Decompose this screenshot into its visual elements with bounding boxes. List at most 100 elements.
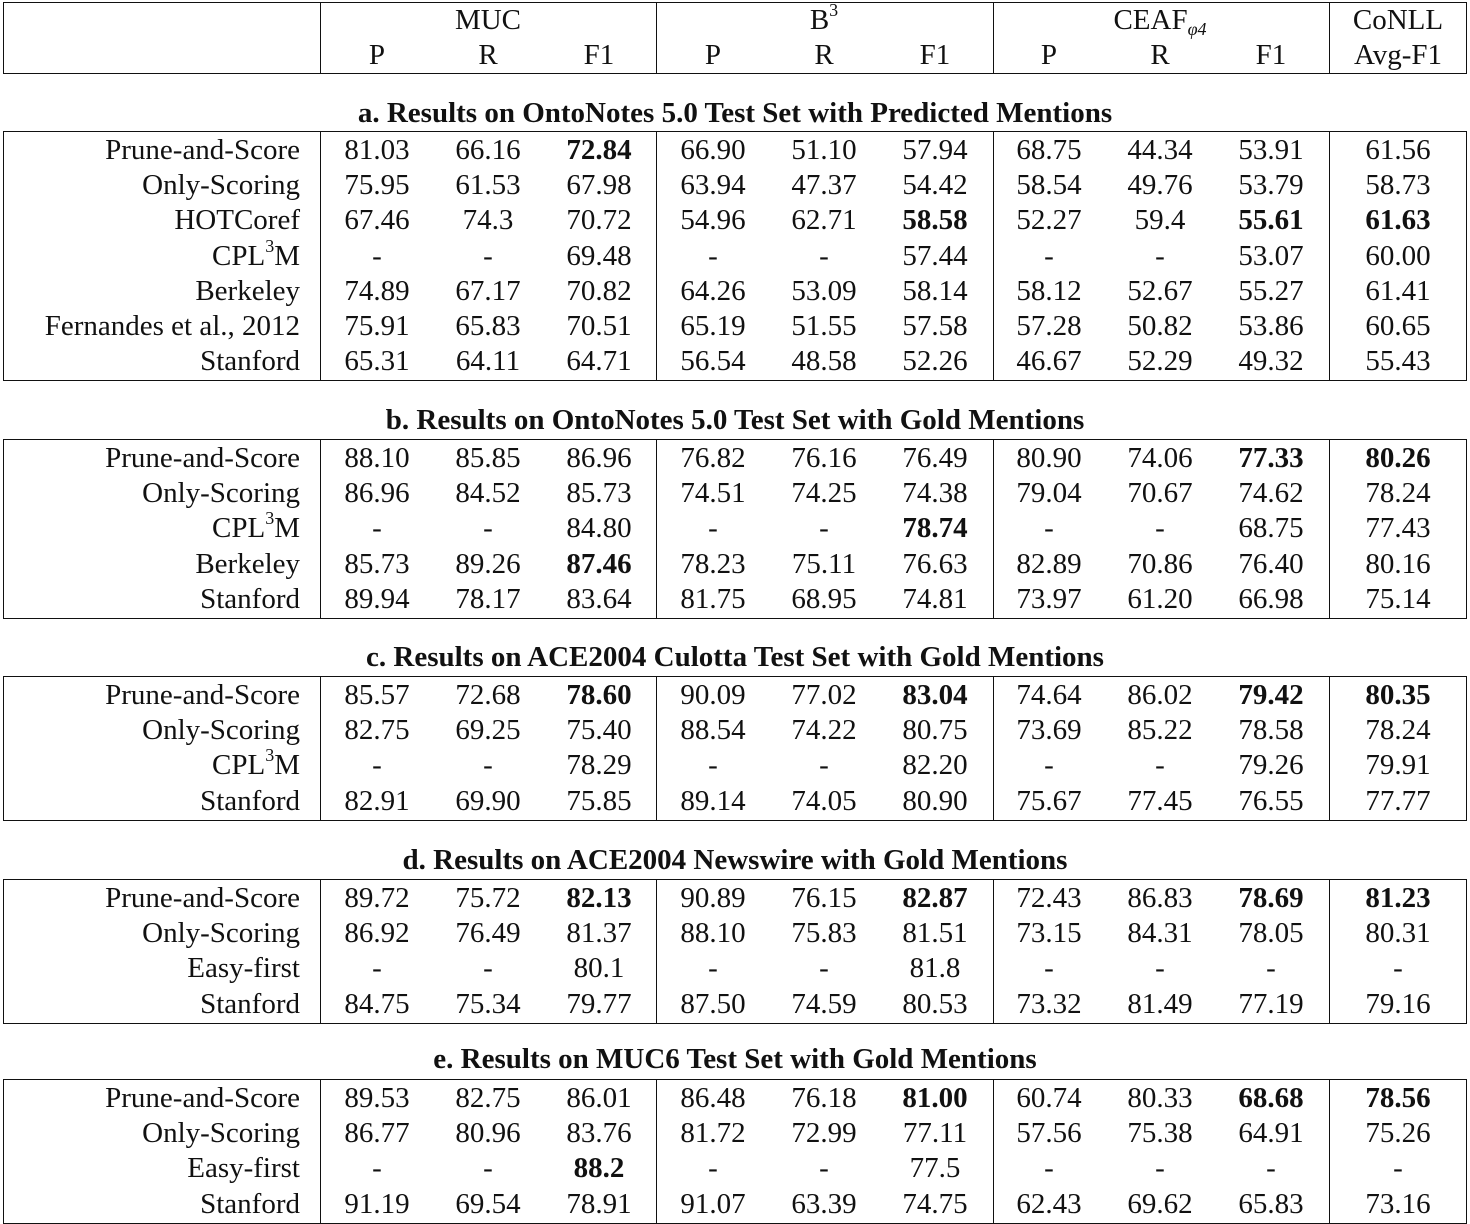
system-name-suffix: M	[274, 239, 300, 272]
column-divider	[656, 3, 657, 73]
score-cell: -	[1266, 1152, 1276, 1185]
score-cell: 57.44	[902, 239, 968, 272]
score-cell: 87.50	[680, 987, 746, 1020]
score-cell: 73.69	[1016, 714, 1082, 747]
section-title: e. Results on MUC6 Test Set with Gold Me…	[433, 1043, 1037, 1075]
score-cell: 82.13	[566, 882, 632, 914]
score-cell: -	[1155, 749, 1165, 782]
score-cell: 67.17	[455, 274, 521, 307]
score-cell: 64.71	[566, 345, 632, 378]
column-divider	[320, 440, 321, 618]
score-cell: 48.58	[791, 345, 857, 378]
score-cell: 75.91	[344, 310, 410, 342]
system-name: HOTCoref	[4, 203, 300, 238]
score-cell: -	[483, 512, 493, 545]
column-divider	[656, 132, 657, 381]
score-cell: 82.20	[902, 749, 968, 782]
score-cell: 82.75	[455, 1082, 521, 1114]
score-cell: 73.16	[1365, 1187, 1431, 1220]
score-cell: 79.91	[1365, 749, 1431, 782]
group-superscript: 3	[829, 0, 839, 20]
score-cell: 88.10	[344, 442, 410, 474]
score-cell: 68.75	[1016, 134, 1082, 166]
score-cell: 53.09	[791, 274, 857, 307]
column-divider	[320, 1080, 321, 1223]
column-divider	[1329, 677, 1330, 820]
header-table: MUC B3 CEAFφ4 CoNLL P R F1 P R F1 P R F1 Avg-F1	[3, 1, 1467, 74]
score-cell: 75.67	[1016, 784, 1082, 817]
score-cell: 86.01	[566, 1082, 632, 1114]
table-row: Stanford 82.91 69.90 75.85 89.14 74.05 80.90 75…	[4, 784, 1466, 819]
column-header-r: R	[1150, 39, 1170, 71]
score-cell: 90.09	[680, 679, 746, 711]
score-cell: -	[708, 1152, 718, 1185]
score-cell: 86.96	[566, 442, 632, 474]
system-name-text: Stanford	[200, 1187, 300, 1220]
score-cell: 89.26	[455, 547, 521, 580]
score-cell: -	[819, 239, 829, 272]
column-divider	[1329, 3, 1330, 73]
table-row: Berkeley 74.89 67.17 70.82 64.26 53.09 58.14 58…	[4, 274, 1466, 309]
score-cell: -	[1044, 239, 1054, 272]
column-header-p: P	[704, 39, 722, 71]
system-name-suffix: M	[274, 512, 300, 545]
score-cell: 75.11	[791, 547, 857, 580]
score-cell: 81.00	[902, 1082, 968, 1114]
score-cell: 76.16	[791, 442, 857, 474]
score-cell: 65.19	[680, 310, 746, 342]
score-cell: -	[1393, 1152, 1403, 1185]
score-cell: 78.29	[566, 749, 632, 782]
score-cell: 82.89	[1016, 547, 1082, 580]
column-group-header: B3	[704, 1, 944, 36]
table-row: Stanford 89.94 78.17 83.64 81.75 68.95 74.81 73…	[4, 582, 1466, 617]
score-cell: 69.90	[455, 784, 521, 817]
system-name: CPL3M	[4, 746, 300, 783]
score-cell: -	[1155, 512, 1165, 545]
score-cell: 76.63	[902, 547, 968, 580]
group-name: B	[809, 4, 830, 36]
score-cell: -	[708, 749, 718, 782]
score-cell: 80.31	[1365, 917, 1431, 950]
score-cell: 85.57	[344, 679, 410, 711]
score-cell: 75.40	[566, 714, 632, 747]
score-cell: 82.75	[344, 714, 410, 747]
score-cell: 81.23	[1365, 882, 1431, 914]
score-cell: 82.87	[902, 882, 968, 914]
system-name-text: Prune-and-Score	[105, 882, 300, 914]
score-cell: 58.12	[1016, 274, 1082, 307]
score-cell: 74.05	[791, 784, 857, 817]
score-cell: 57.56	[1016, 1117, 1082, 1150]
system-name-text: Stanford	[200, 987, 300, 1020]
system-name: Prune-and-Score	[4, 1081, 300, 1116]
score-cell: 88.2	[573, 1152, 625, 1185]
column-header-p: P	[1040, 39, 1058, 71]
score-cell: -	[1155, 1152, 1165, 1185]
score-cell: 76.55	[1238, 784, 1304, 817]
table-row: CPL3M - - 84.80 - - 78.74 - - 68.75 77.43	[4, 509, 1466, 546]
score-cell: 63.94	[680, 169, 746, 202]
score-cell: 60.65	[1365, 310, 1431, 342]
table-row: Berkeley 85.73 89.26 87.46 78.23 75.11 76.63 82…	[4, 547, 1466, 582]
system-name-text: Berkeley	[195, 274, 300, 307]
score-cell: -	[819, 1152, 829, 1185]
table-row: Prune-and-Score 89.53 82.75 86.01 86.48 76.18…	[4, 1081, 1466, 1116]
score-cell: 80.75	[902, 714, 968, 747]
score-cell: 66.90	[680, 134, 746, 166]
score-cell: 57.58	[902, 310, 968, 342]
score-cell: 55.43	[1365, 345, 1431, 378]
score-cell: 68.75	[1238, 512, 1304, 545]
score-cell: -	[372, 749, 382, 782]
score-cell: 57.94	[902, 134, 968, 166]
system-name: CPL3M	[4, 509, 300, 546]
score-cell: 64.26	[680, 274, 746, 307]
system-name-text: CPL	[212, 749, 266, 782]
table-row: Stanford 84.75 75.34 79.77 87.50 74.59 80.53 73…	[4, 987, 1466, 1022]
score-cell: 91.07	[680, 1187, 746, 1220]
column-divider	[1329, 132, 1330, 381]
score-cell: -	[708, 512, 718, 545]
score-cell: 74.64	[1016, 679, 1082, 711]
system-name: Only-Scoring	[4, 1116, 300, 1151]
score-cell: 80.90	[902, 784, 968, 817]
score-cell: 80.16	[1365, 547, 1431, 580]
score-cell: 66.98	[1238, 582, 1304, 615]
